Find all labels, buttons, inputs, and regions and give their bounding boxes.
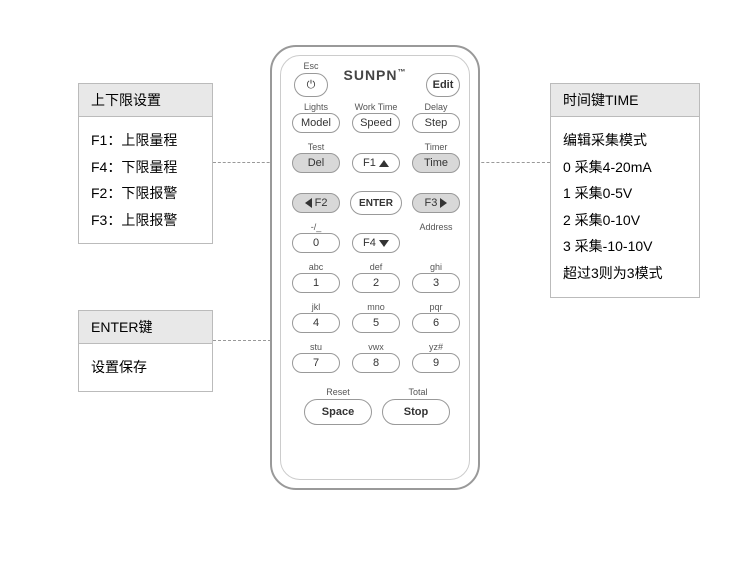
time-text: Time <box>424 157 448 169</box>
callout-time-title: 时间键TIME <box>551 84 699 117</box>
del-button[interactable]: Del <box>292 153 340 173</box>
key-3-text: 3 <box>433 277 439 289</box>
worktime-label: Work Time <box>352 102 400 112</box>
key-6-text: 6 <box>433 317 439 329</box>
esc-button[interactable]: ⏻ <box>294 73 328 97</box>
step-button[interactable]: Step <box>412 113 460 133</box>
esc-label: Esc <box>294 61 328 71</box>
key-1-text: 1 <box>313 277 319 289</box>
timer-label: Timer <box>412 142 460 152</box>
callout-line: 0 采集4-20mA <box>563 154 687 181</box>
model-text: Model <box>301 117 331 129</box>
key-2-text: 2 <box>373 277 379 289</box>
key-8-text: 8 <box>373 357 379 369</box>
callout-line: F2：下限报警 <box>91 180 200 207</box>
callout-line: 编辑采集模式 <box>563 127 687 154</box>
abc-label: abc <box>292 262 340 272</box>
jkl-label: jkl <box>292 302 340 312</box>
brand-tm: ™ <box>398 67 407 76</box>
brand-text: SUNPN <box>343 67 397 83</box>
slash-label: -/_ <box>292 222 340 232</box>
speed-text: Speed <box>360 117 392 129</box>
callout-limits-title: 上下限设置 <box>79 84 212 117</box>
edit-label: Edit <box>433 79 454 91</box>
callout-enter-body: 设置保存 <box>79 344 212 391</box>
key-2[interactable]: 2 <box>352 273 400 293</box>
lights-label: Lights <box>292 102 340 112</box>
key-9[interactable]: 9 <box>412 353 460 373</box>
key-9-text: 9 <box>433 357 439 369</box>
def-label: def <box>352 262 400 272</box>
callout-enter: ENTER键 设置保存 <box>78 310 213 392</box>
mno-label: mno <box>352 302 400 312</box>
model-button[interactable]: Model <box>292 113 340 133</box>
enter-text: ENTER <box>359 198 393 209</box>
key-7[interactable]: 7 <box>292 353 340 373</box>
speed-button[interactable]: Speed <box>352 113 400 133</box>
callout-limits-body: F1：上限量程 F4：下限量程 F2：下限报警 F3：上限报警 <box>79 117 212 243</box>
callout-line: F4：下限量程 <box>91 154 200 181</box>
callout-enter-title: ENTER键 <box>79 311 212 344</box>
remote-body: SUNPN™ Esc ⏻ Edit Lights Model Work Time… <box>270 45 480 490</box>
f1-text: F1 <box>363 157 376 169</box>
ghi-label: ghi <box>412 262 460 272</box>
edit-button[interactable]: Edit <box>426 73 460 97</box>
yz-label: yz# <box>412 342 460 352</box>
callout-time-body: 编辑采集模式 0 采集4-20mA 1 采集0-5V 2 采集0-10V 3 采… <box>551 117 699 297</box>
f2-button[interactable]: F2 <box>292 193 340 213</box>
key-3[interactable]: 3 <box>412 273 460 293</box>
pqr-label: pqr <box>412 302 460 312</box>
f3-text: F3 <box>425 197 438 209</box>
key-5[interactable]: 5 <box>352 313 400 333</box>
space-button[interactable]: Space <box>304 399 372 425</box>
right-arrow-icon <box>440 198 447 208</box>
callout-line: F3：上限报警 <box>91 207 200 234</box>
power-icon: ⏻ <box>307 79 316 92</box>
down-arrow-icon <box>379 240 389 247</box>
del-text: Del <box>308 157 325 169</box>
brand-logo: SUNPN™ <box>343 67 406 83</box>
callout-line: 1 采集0-5V <box>563 180 687 207</box>
step-text: Step <box>425 117 448 129</box>
key-5-text: 5 <box>373 317 379 329</box>
time-button[interactable]: Time <box>412 153 460 173</box>
callout-line: 设置保存 <box>91 354 200 381</box>
callout-line: F1：上限量程 <box>91 127 200 154</box>
zero-button[interactable]: 0 <box>292 233 340 253</box>
callout-line: 超过3则为3模式 <box>563 260 687 287</box>
key-6[interactable]: 6 <box>412 313 460 333</box>
test-label: Test <box>292 142 340 152</box>
f1-button[interactable]: F1 <box>352 153 400 173</box>
key-4[interactable]: 4 <box>292 313 340 333</box>
stop-text: Stop <box>404 406 428 418</box>
key-1[interactable]: 1 <box>292 273 340 293</box>
f4-text: F4 <box>363 237 376 249</box>
vwx-label: vwx <box>352 342 400 352</box>
key-4-text: 4 <box>313 317 319 329</box>
zero-text: 0 <box>313 237 319 249</box>
reset-label: Reset <box>308 387 368 397</box>
callout-time: 时间键TIME 编辑采集模式 0 采集4-20mA 1 采集0-5V 2 采集0… <box>550 83 700 298</box>
up-arrow-icon <box>379 160 389 167</box>
f2-text: F2 <box>315 197 328 209</box>
f3-button[interactable]: F3 <box>412 193 460 213</box>
callout-line: 3 采集-10-10V <box>563 233 687 260</box>
left-arrow-icon <box>305 198 312 208</box>
delay-label: Delay <box>412 102 460 112</box>
enter-button[interactable]: ENTER <box>350 191 402 215</box>
stu-label: stu <box>292 342 340 352</box>
f4-button[interactable]: F4 <box>352 233 400 253</box>
callout-line: 2 采集0-10V <box>563 207 687 234</box>
total-label: Total <box>388 387 448 397</box>
stop-button[interactable]: Stop <box>382 399 450 425</box>
key-8[interactable]: 8 <box>352 353 400 373</box>
address-label: Address <box>412 222 460 232</box>
space-text: Space <box>322 406 354 418</box>
callout-limits: 上下限设置 F1：上限量程 F4：下限量程 F2：下限报警 F3：上限报警 <box>78 83 213 244</box>
key-7-text: 7 <box>313 357 319 369</box>
